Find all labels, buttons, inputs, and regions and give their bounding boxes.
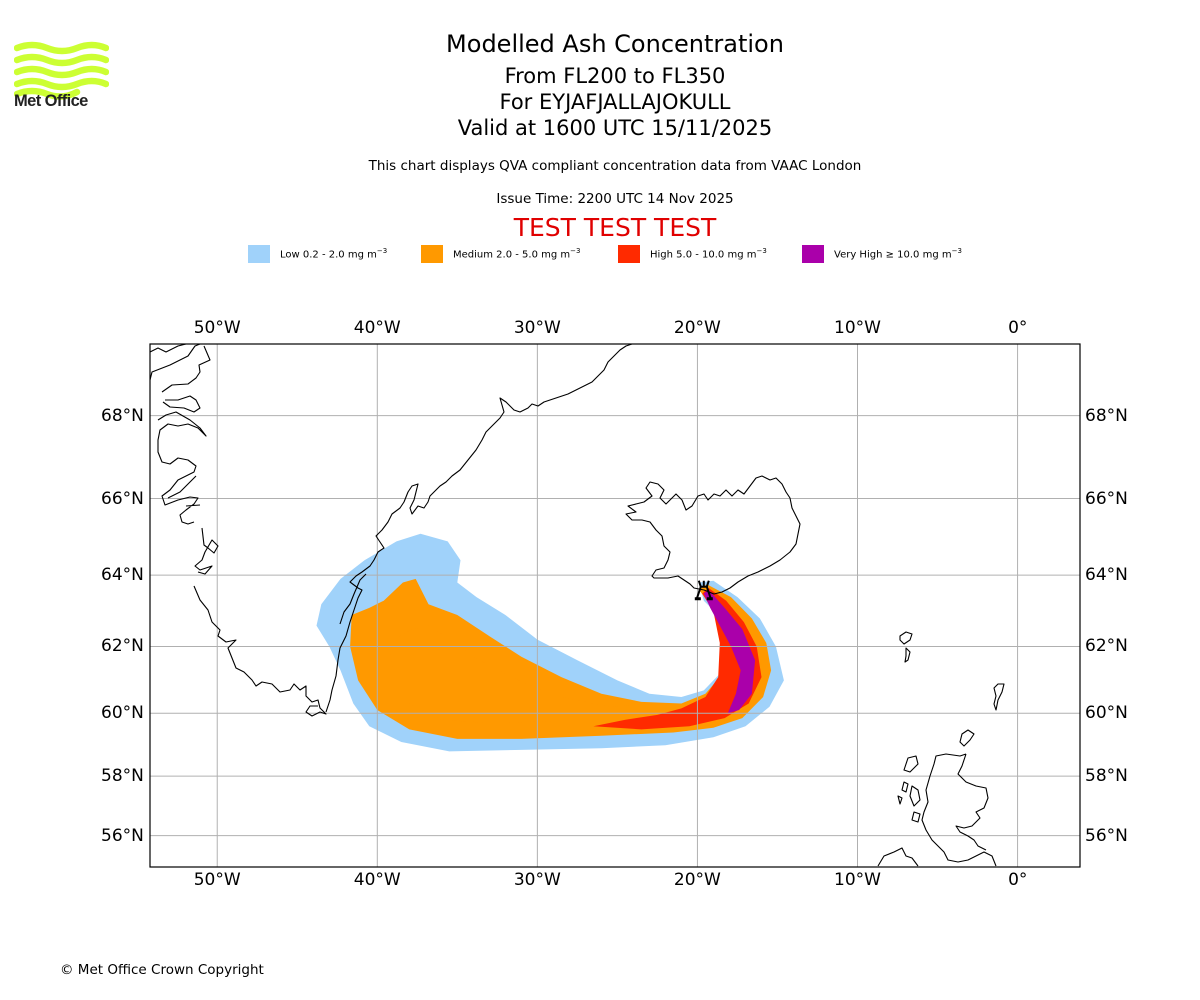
legend-swatch-very-high	[802, 245, 824, 263]
flight-level-range: From FL200 to FL350	[504, 64, 726, 88]
valid-time: Valid at 1600 UTC 15/11/2025	[457, 116, 773, 140]
coastline-shetland	[993, 683, 1005, 711]
coastline-faroe-islands	[899, 631, 913, 663]
lat-tick-label-left: 60°N	[101, 703, 144, 724]
chart-title: Modelled Ash Concentration	[446, 30, 784, 58]
lon-tick-label-bottom: 20°W	[673, 870, 721, 890]
lat-tick-label-right: 58°N	[1085, 766, 1128, 787]
copyright-notice: © Met Office Crown Copyright	[60, 962, 264, 978]
coastline-iceland	[625, 475, 801, 595]
lon-tick-label-top: 0°	[1008, 318, 1028, 338]
legend-item-very-high: Very High ≥ 10.0 mg m−3	[802, 244, 962, 264]
lat-tick-label-right: 62°N	[1085, 636, 1128, 657]
ash-area-very-high	[703, 589, 756, 714]
lat-tick-label-left: 68°N	[101, 405, 144, 426]
legend-label-medium: Medium 2.0 - 5.0 mg m−3	[453, 247, 581, 261]
lat-tick-label-left: 58°N	[101, 766, 144, 787]
lon-tick-label-bottom: 10°W	[834, 870, 881, 890]
ash-area-medium	[390, 625, 674, 723]
issue-time: Issue Time: 2200 UTC 14 Nov 2025	[496, 191, 734, 207]
lat-tick-label-left: 64°N	[101, 565, 144, 586]
lat-tick-label-right: 64°N	[1085, 565, 1128, 586]
lon-tick-label-bottom: 30°W	[513, 870, 561, 890]
legend-swatch-medium	[421, 245, 443, 263]
lon-tick-label-bottom: 40°W	[353, 870, 401, 890]
coastline-scotland	[877, 753, 997, 867]
lat-tick-label-right: 66°N	[1085, 488, 1128, 509]
chart-description: This chart displays QVA compliant concen…	[368, 158, 862, 174]
legend-item-medium: Medium 2.0 - 5.0 mg m−3	[421, 244, 580, 264]
coastline-orkney	[959, 729, 975, 747]
lon-tick-label-bottom: 50°W	[193, 870, 241, 890]
lon-tick-label-top: 40°W	[353, 318, 401, 338]
lat-tick-label-left: 62°N	[101, 636, 144, 657]
graticule	[150, 344, 1080, 867]
legend-label-low: Low 0.2 - 2.0 mg m−3	[280, 247, 388, 261]
met-office-logo-icon	[14, 41, 109, 100]
lon-tick-label-bottom: 0°	[1008, 870, 1028, 890]
met-office-wordmark: Met Office	[14, 92, 88, 110]
legend-label-very-high: Very High ≥ 10.0 mg m−3	[834, 247, 962, 261]
test-banner: TEST TEST TEST	[513, 213, 717, 242]
volcano-name: For EYJAFJALLAJOKULL	[499, 90, 731, 114]
coastline-greenland-southeast	[325, 344, 633, 713]
lat-tick-label-left: 56°N	[101, 825, 144, 846]
legend-swatch-high	[618, 245, 640, 263]
coastlines	[150, 344, 1005, 867]
lon-tick-label-top: 20°W	[673, 318, 721, 338]
lat-tick-label-left: 66°N	[101, 488, 144, 509]
coastline-greenland	[150, 344, 327, 717]
legend-item-high: High 5.0 - 10.0 mg m−3	[618, 244, 767, 264]
legend-swatch-low	[248, 245, 270, 263]
ash-layer	[316, 533, 784, 752]
volcano-icon	[694, 580, 713, 601]
lon-tick-label-top: 50°W	[193, 318, 241, 338]
lat-tick-label-right: 56°N	[1085, 825, 1128, 846]
legend-item-low: Low 0.2 - 2.0 mg m−3	[248, 244, 387, 264]
legend-label-high: High 5.0 - 10.0 mg m−3	[650, 247, 767, 261]
lon-tick-label-top: 30°W	[513, 318, 561, 338]
plot-frame	[149, 343, 1081, 868]
lat-tick-label-right: 60°N	[1085, 703, 1128, 724]
lat-tick-label-right: 68°N	[1085, 405, 1128, 426]
lon-tick-label-top: 10°W	[834, 318, 881, 338]
